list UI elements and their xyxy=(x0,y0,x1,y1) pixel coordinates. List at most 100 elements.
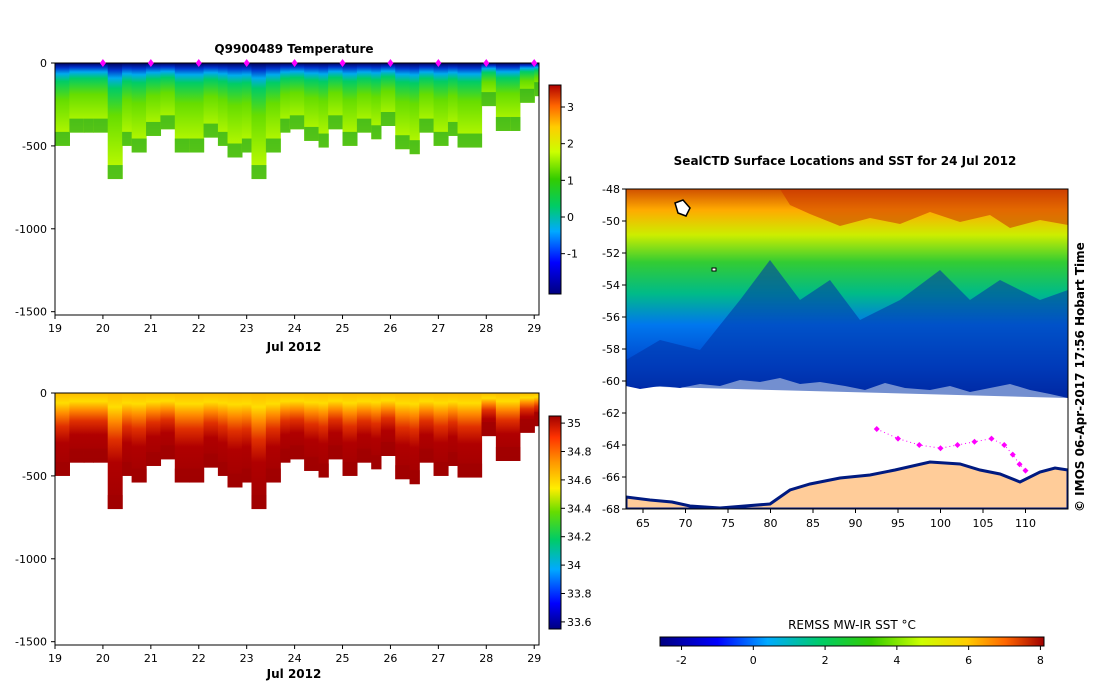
map-x-axis: 65 70 75 80 85 90 95 100 105 110 xyxy=(636,509,1036,530)
salinity-section-fill xyxy=(55,393,539,510)
profile-markers xyxy=(99,59,538,67)
temperature-profile-column xyxy=(380,63,396,126)
x-tick-label: 22 xyxy=(192,652,206,665)
map-y-tick-label: -60 xyxy=(602,375,620,388)
colorbar-tick-label: 34.6 xyxy=(567,474,592,487)
y-tick-label: -1500 xyxy=(15,636,47,649)
track-point xyxy=(971,438,978,445)
salinity-profile-bottom xyxy=(69,448,85,463)
salinity-profile-bottom xyxy=(83,448,94,463)
salinity-profile-bottom xyxy=(457,463,483,478)
salinity-profile-bottom xyxy=(93,448,109,463)
map-y-tick-label: -56 xyxy=(602,311,620,324)
salinity-profile-column xyxy=(93,393,109,463)
track-point xyxy=(895,435,901,442)
temperature-profile-bottom xyxy=(251,165,267,180)
profile-marker xyxy=(195,59,202,67)
profile-marker xyxy=(147,59,154,67)
map-x-tick-label: 75 xyxy=(721,517,735,530)
x-tick-label: 25 xyxy=(336,652,350,665)
salinity-profile-bottom xyxy=(534,412,539,427)
temperature-profile-column xyxy=(146,63,162,136)
salinity-profile-column xyxy=(107,393,123,510)
salinity-profile-column xyxy=(328,393,344,460)
temperature-profile-bottom xyxy=(510,116,521,131)
colorbar-tick-label: 33.8 xyxy=(567,588,592,601)
salinity-profile-column xyxy=(289,393,305,460)
profile-marker xyxy=(531,59,538,67)
x-tick-label: 24 xyxy=(288,652,302,665)
x-tick-label: 22 xyxy=(192,322,206,335)
map-y-tick-label: -50 xyxy=(602,215,620,228)
temperature-profile-bottom xyxy=(356,118,372,133)
map-area xyxy=(626,189,1068,509)
salinity-profile-bottom xyxy=(251,495,267,510)
colorbar-tick-label: 1 xyxy=(567,174,574,187)
temperature-profile-column xyxy=(342,63,358,146)
salinity-x-axis: 19 20 21 22 23 24 25 26 27 28 29 xyxy=(48,645,541,665)
temperature-profile-bottom xyxy=(93,118,109,133)
salinity-profile-bottom xyxy=(227,473,243,488)
map-y-tick-label: -62 xyxy=(602,407,620,420)
salinity-profile-column xyxy=(356,393,372,463)
map-y-tick-label: -58 xyxy=(602,343,620,356)
temperature-profile-bottom xyxy=(227,143,243,158)
salinity-profile-column xyxy=(122,393,133,476)
temperature-profile-bottom xyxy=(217,131,229,146)
temperature-profile-bottom xyxy=(380,112,396,126)
temperature-y-axis: 0 -500 -1000 -1500 xyxy=(15,57,55,319)
temperature-profile-column xyxy=(217,63,229,146)
salinity-profile-column xyxy=(174,393,190,483)
temperature-profile-bottom xyxy=(481,92,497,107)
colorbar-tick-label: 0 xyxy=(567,211,574,224)
salinity-profile-column xyxy=(203,393,219,468)
temperature-profile-column xyxy=(395,63,411,150)
salinity-profile-column xyxy=(304,393,320,471)
map-y-tick-label: -54 xyxy=(602,279,620,292)
x-tick-label: 28 xyxy=(479,322,493,335)
salinity-profile-column xyxy=(227,393,243,488)
salinity-profile-column xyxy=(371,393,382,470)
seal-track xyxy=(873,426,1029,474)
map-y-tick-label: -66 xyxy=(602,471,620,484)
salinity-profile-bottom xyxy=(280,448,291,463)
temperature-profile-column xyxy=(409,63,420,155)
salinity-profile-bottom xyxy=(328,445,344,460)
temperature-profile-column xyxy=(304,63,320,141)
temperature-profile-column xyxy=(433,63,449,146)
salinity-profile-bottom xyxy=(289,445,305,460)
map-x-tick-label: 110 xyxy=(1015,517,1036,530)
x-tick-label: 25 xyxy=(336,322,350,335)
temperature-colorbar-ticks: -1 0 1 2 3 xyxy=(561,101,578,261)
salinity-profile-column xyxy=(318,393,329,478)
sst-colorbar-tick-label: 6 xyxy=(965,654,972,667)
salinity-profile-bottom xyxy=(146,451,162,466)
sst-colorbar-tick-label: -2 xyxy=(676,654,687,667)
colorbar-tick-label: 34.4 xyxy=(567,502,592,515)
temperature-profile-bottom xyxy=(395,135,411,150)
temperature-title: Q9900489 Temperature xyxy=(214,42,373,56)
x-tick-label: 20 xyxy=(96,322,110,335)
salinity-profile-column xyxy=(189,393,205,483)
imos-credit: © IMOS 06-Apr-2017 17:56 Hobart Time xyxy=(1073,242,1087,512)
temperature-profile-bottom xyxy=(534,82,539,97)
temperature-profile-bottom xyxy=(342,131,358,146)
salinity-profile-column xyxy=(241,393,253,483)
salinity-profile-bottom xyxy=(131,468,147,483)
map-x-tick-label: 70 xyxy=(679,517,693,530)
track-point xyxy=(1016,461,1023,468)
salinity-profile-bottom xyxy=(356,448,372,463)
x-tick-label: 26 xyxy=(383,652,397,665)
salinity-profile-column xyxy=(342,393,358,476)
temperature-profile-column xyxy=(289,63,305,130)
y-tick-label: 0 xyxy=(40,387,47,400)
temperature-profile-column xyxy=(122,63,133,146)
colorbar-tick-label: 34.2 xyxy=(567,531,592,544)
map-x-tick-label: 90 xyxy=(849,517,863,530)
x-tick-label: 21 xyxy=(144,652,158,665)
salinity-profile-bottom xyxy=(318,463,329,478)
x-tick-label: 23 xyxy=(240,652,254,665)
colorbar-tick-label: 33.6 xyxy=(567,616,592,629)
salinity-colorbar-ticks: 33.6 33.8 34 34.2 34.4 34.6 34.8 35 xyxy=(561,417,592,629)
sst-colorbar-ticks: -2 0 2 4 6 8 xyxy=(676,646,1044,667)
